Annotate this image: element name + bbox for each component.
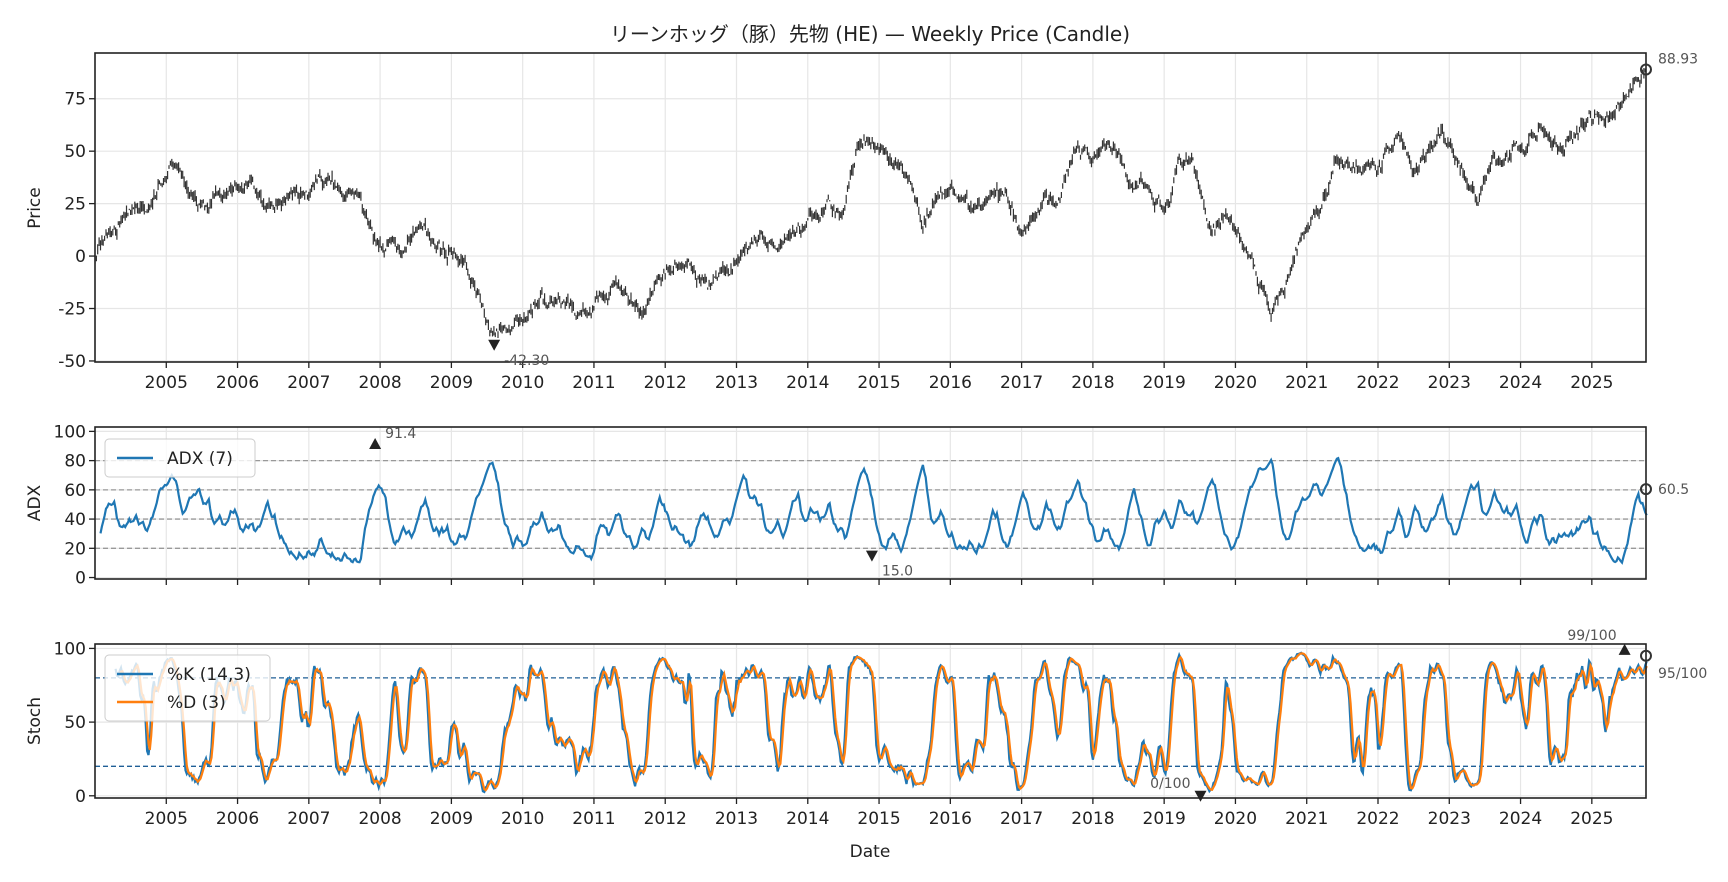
x-tick-label: 2012	[644, 809, 687, 829]
x-tick-label: 2025	[1570, 373, 1613, 393]
min-marker-icon	[488, 339, 501, 351]
y-tick-label: 40	[64, 510, 86, 530]
annotation-label: -42.30	[504, 353, 549, 369]
x-tick-label: 2015	[857, 373, 900, 393]
x-tick-label: 2018	[1071, 373, 1114, 393]
x-tick-label: 2008	[358, 373, 401, 393]
x-tick-label: 2005	[145, 373, 188, 393]
y-tick-label: 50	[64, 142, 86, 162]
stoch-axes: 2005 2006 2007 2008 2009 2010 2011 2012 2013 2014…	[54, 639, 1646, 829]
annotation-label: 15.0	[882, 564, 913, 580]
min-marker-icon	[1194, 790, 1207, 802]
x-tick-label: 2020	[1214, 373, 1257, 393]
x-tick-label: 2006	[216, 809, 259, 829]
legend: %K (14,3) %D (3)	[104, 654, 271, 722]
legend-label: %K (14,3)	[167, 665, 251, 685]
legend-label: ADX (7)	[167, 449, 233, 469]
last-value-marker-icon	[1640, 63, 1652, 76]
x-tick-label: 2005	[145, 809, 188, 829]
y-tick-label: 25	[64, 195, 86, 215]
x-tick-label: 2022	[1356, 809, 1399, 829]
chart-title: リーンホッグ（豚）先物 (HE) — Weekly Price (Candle)	[610, 22, 1130, 46]
x-tick-label: 2019	[1143, 809, 1186, 829]
last-value-marker-icon	[1640, 649, 1652, 662]
legend: ADX (7)	[104, 438, 256, 478]
x-tick-label: 2009	[430, 373, 473, 393]
x-tick-label: 2012	[644, 373, 687, 393]
x-tick-label: 2010	[501, 373, 544, 393]
y-tick-label: 75	[64, 90, 86, 110]
price-axes: 2005 2006 2007 2008 2009 2010 2011 2012 2013 2014…	[58, 53, 1646, 393]
x-tick-label: 2010	[501, 809, 544, 829]
min-marker-icon	[865, 550, 878, 562]
y-tick-label: 50	[64, 713, 86, 733]
y-tick-label: 20	[64, 539, 86, 559]
x-tick-label: 2021	[1285, 809, 1328, 829]
annotation-label: 95/100	[1658, 666, 1707, 682]
x-tick-label: 2011	[572, 373, 615, 393]
x-tick-label: 2018	[1071, 809, 1114, 829]
y-tick-label: 0	[75, 787, 86, 807]
price-candles	[95, 68, 1646, 338]
x-tick-label: 2024	[1499, 809, 1542, 829]
annotation-label: 0/100	[1150, 776, 1190, 792]
x-axis-label: Date	[850, 842, 891, 862]
x-tick-label: 2024	[1499, 373, 1542, 393]
x-tick-label: 2007	[287, 809, 330, 829]
x-tick-label: 2006	[216, 373, 259, 393]
y-tick-label: -25	[58, 300, 86, 320]
x-tick-label: 2014	[786, 809, 829, 829]
x-tick-label: 2013	[715, 373, 758, 393]
stoch-d-line	[117, 652, 1648, 792]
stoch-y-label: Stoch	[25, 697, 45, 745]
adx-frame	[94, 426, 1647, 580]
x-tick-label: 2019	[1143, 373, 1186, 393]
y-tick-label: 0	[75, 569, 86, 589]
price-y-label: Price	[25, 187, 45, 228]
adx-line	[99, 456, 1648, 565]
legend-box	[104, 438, 256, 478]
x-tick-label: 2015	[857, 809, 900, 829]
adx-axes: 0 20 40 60 80 100	[54, 422, 1646, 589]
x-tick-label: 2009	[430, 809, 473, 829]
x-tick-label: 2008	[358, 809, 401, 829]
y-tick-label: -50	[58, 352, 86, 372]
x-tick-label: 2023	[1428, 809, 1471, 829]
x-tick-label: 2023	[1428, 373, 1471, 393]
x-tick-label: 2014	[786, 373, 829, 393]
x-tick-label: 2020	[1214, 809, 1257, 829]
x-tick-label: 2013	[715, 809, 758, 829]
y-tick-label: 60	[64, 481, 86, 501]
y-tick-label: 80	[64, 452, 86, 472]
annotation-label: 88.93	[1658, 52, 1698, 68]
x-tick-label: 2025	[1570, 809, 1613, 829]
x-tick-label: 2016	[929, 809, 972, 829]
y-tick-label: 0	[75, 247, 86, 267]
stoch-frame	[94, 643, 1647, 799]
price-frame	[94, 52, 1647, 363]
x-tick-label: 2007	[287, 373, 330, 393]
x-tick-label: 2021	[1285, 373, 1328, 393]
max-marker-icon	[369, 437, 382, 449]
annotation-label: 99/100	[1567, 628, 1616, 644]
legend-box	[104, 654, 271, 722]
max-marker-icon	[1618, 643, 1631, 655]
x-tick-label: 2022	[1356, 373, 1399, 393]
annotation-label: 60.5	[1658, 482, 1689, 498]
x-tick-label: 2011	[572, 809, 615, 829]
y-tick-label: 100	[54, 422, 86, 442]
y-tick-label: 100	[54, 639, 86, 659]
adx-y-label: ADX	[25, 484, 45, 521]
legend-label: %D (3)	[167, 693, 226, 713]
x-tick-label: 2017	[1000, 373, 1043, 393]
annotation-label: 91.4	[385, 426, 416, 442]
x-tick-label: 2016	[929, 373, 972, 393]
last-value-marker-icon	[1640, 483, 1652, 496]
x-tick-label: 2017	[1000, 809, 1043, 829]
